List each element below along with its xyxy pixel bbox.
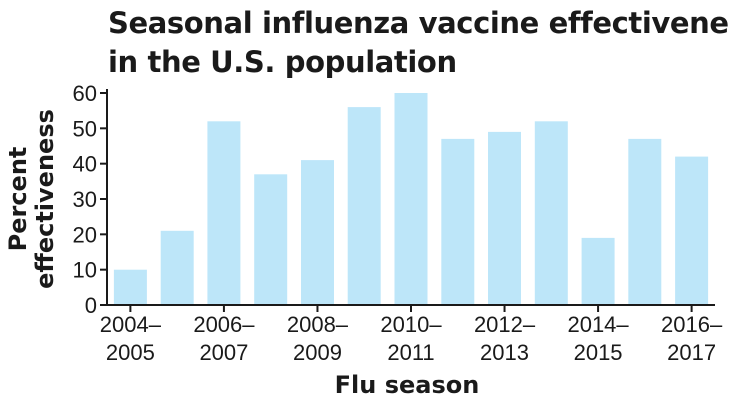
x-tick-label-2004–2005: 2004– 2005 — [100, 312, 162, 365]
bar-2012–2013 — [488, 131, 521, 305]
x-tick-label-line: 2007 — [199, 340, 248, 365]
x-tick-label-2012–2013: 2012– 2013 — [474, 312, 536, 365]
x-tick-label-line: 2012– — [474, 312, 536, 337]
y-axis-title-line: Percent — [4, 147, 32, 252]
x-tick-label-line: 2004– — [100, 312, 162, 337]
bar-2014–2015 — [581, 237, 615, 305]
x-tick-label-line: 2009 — [293, 340, 342, 365]
bar-2004–2005 — [113, 269, 147, 305]
y-tick-label-40: 40 — [73, 152, 97, 177]
bar-2005–2006 — [160, 230, 194, 305]
x-tick-label-line: 2006– — [193, 312, 255, 337]
x-tick-label-2006–2007: 2006– 2007 — [193, 312, 255, 365]
y-tick-label-10: 10 — [73, 258, 97, 283]
bar-2006–2007 — [207, 121, 241, 305]
bar-series — [113, 93, 709, 305]
bar-2016–2017 — [675, 156, 709, 305]
y-axis-title: Percenteffectiveness — [4, 109, 59, 289]
x-tick-label-line: 2011 — [387, 340, 434, 365]
y-axis-title-text: Percenteffectiveness — [4, 109, 59, 289]
y-tick-label-50: 50 — [73, 116, 97, 141]
bar-2009–2010 — [347, 107, 381, 305]
y-tick-label-30: 30 — [73, 187, 97, 212]
bar-2007–2008 — [254, 174, 288, 305]
chart-title-line-2: in the U.S. population — [108, 45, 457, 79]
bar-2010–2011 — [394, 93, 428, 305]
x-axis: 2004– 2005 2006– 2007 2008– 2009 2010– 2011 2012… — [100, 304, 723, 365]
x-tick-label-line: 2008– — [287, 312, 349, 337]
x-axis-title: Flu season — [335, 371, 480, 399]
x-tick-label-line: 2005 — [106, 340, 155, 365]
y-axis-title-line: effectiveness — [31, 109, 59, 289]
chart-title-line-1: Seasonal influenza vaccine effectiveness — [108, 6, 730, 40]
x-tick-label-2014–2015: 2014– 2015 — [567, 312, 629, 365]
y-tick-label-20: 20 — [73, 222, 97, 247]
y-tick-label-0: 0 — [85, 293, 97, 318]
y-tick-label-60: 60 — [73, 81, 97, 106]
bar-2013–2014 — [534, 121, 568, 305]
bar-2011–2012 — [441, 138, 475, 305]
y-axis: 0 10 20 30 40 50 60 — [73, 81, 108, 318]
x-tick-label-2008–2009: 2008– 2009 — [287, 312, 349, 365]
x-tick-label-line: 2015 — [574, 340, 623, 365]
chart-title: Seasonal influenza vaccine effectiveness… — [108, 4, 730, 82]
bar-2015–2016 — [628, 138, 662, 305]
x-tick-label-line: 2017 — [667, 340, 716, 365]
bar-2008–2009 — [301, 160, 334, 305]
x-tick-label-line: 2010– — [380, 312, 442, 337]
x-tick-label-line: 2014– — [567, 312, 629, 337]
x-tick-label-2016–2017: 2016– 2017 — [661, 312, 723, 365]
x-tick-label-2010–2011: 2010– 2011 — [380, 312, 442, 365]
x-tick-label-line: 2013 — [480, 340, 529, 365]
x-tick-label-line: 2016– — [661, 312, 723, 337]
